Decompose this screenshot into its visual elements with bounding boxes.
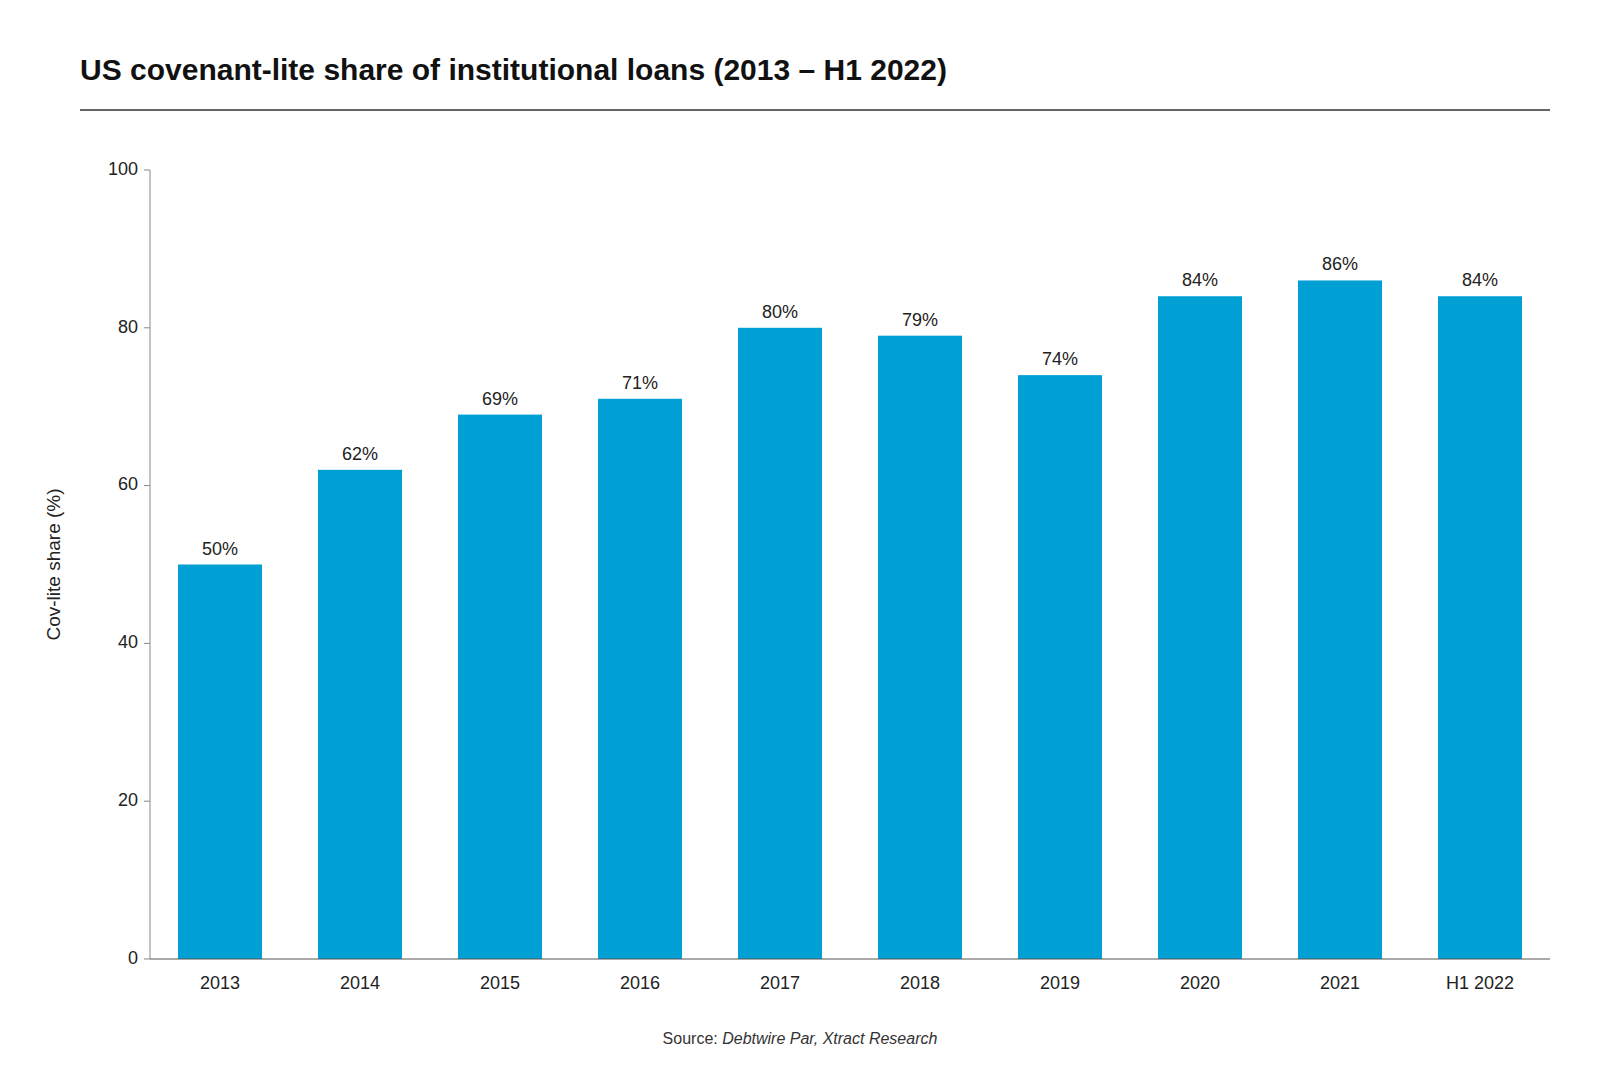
x-axis: 2013 2014 2015 2016 2017 2018 2019 2020 2021 H1 2… [150,959,1550,993]
source-text: Debtwire Par, Xtract Research [722,1030,937,1047]
y-axis: 0 20 40 60 80 100 [108,159,150,968]
y-tick [144,170,150,171]
y-tick [144,959,150,960]
x-tick-label: 2021 [1320,973,1360,993]
source-note: Source: Debtwire Par, Xtract Research [663,1030,938,1047]
x-tick-label: 2014 [340,973,380,993]
x-tick-label: 2020 [1180,973,1220,993]
y-tick-label: 40 [118,632,138,652]
chart-svg: US covenant-lite share of institutional … [0,0,1600,1089]
bar [178,565,262,960]
x-tick-label: 2016 [620,973,660,993]
data-label: 79% [902,310,938,330]
y-tick [144,327,150,328]
bar [878,336,962,959]
data-label: 71% [622,373,658,393]
data-label: 86% [1322,254,1358,274]
y-tick-label: 20 [118,790,138,810]
x-tick-label: 2018 [900,973,940,993]
bar [598,399,682,959]
x-tick-label: 2017 [760,973,800,993]
y-tick-label: 80 [118,317,138,337]
source-label: Source: [663,1030,723,1047]
chart-container: US covenant-lite share of institutional … [0,0,1600,1089]
y-tick-label: 60 [118,474,138,494]
bar [1018,375,1102,959]
x-tick-label: H1 2022 [1446,973,1514,993]
x-tick-label: 2019 [1040,973,1080,993]
bar [1298,280,1382,959]
y-axis-line [150,170,151,959]
data-label: 69% [482,389,518,409]
data-label: 74% [1042,349,1078,369]
title-rule [80,109,1550,111]
data-label: 50% [202,539,238,559]
x-axis-line [150,959,1550,960]
y-tick [144,643,150,644]
data-label: 62% [342,444,378,464]
y-tick [144,801,150,802]
y-tick-label: 0 [128,948,138,968]
data-label: 84% [1462,270,1498,290]
bar [1438,296,1522,959]
y-tick [144,485,150,486]
chart-title: US covenant-lite share of institutional … [80,53,947,86]
y-axis-label: Cov-lite share (%) [43,488,64,640]
data-label: 80% [762,302,798,322]
data-labels: 50% 62% 69% 71% 80% 79% 74% 84% 86% 84% [202,254,1498,558]
bar [738,328,822,959]
bar [1158,296,1242,959]
data-label: 84% [1182,270,1218,290]
bars [178,280,1522,959]
x-tick-label: 2015 [480,973,520,993]
y-tick-label: 100 [108,159,138,179]
x-tick-label: 2013 [200,973,240,993]
bar [318,470,402,959]
bar [458,415,542,959]
